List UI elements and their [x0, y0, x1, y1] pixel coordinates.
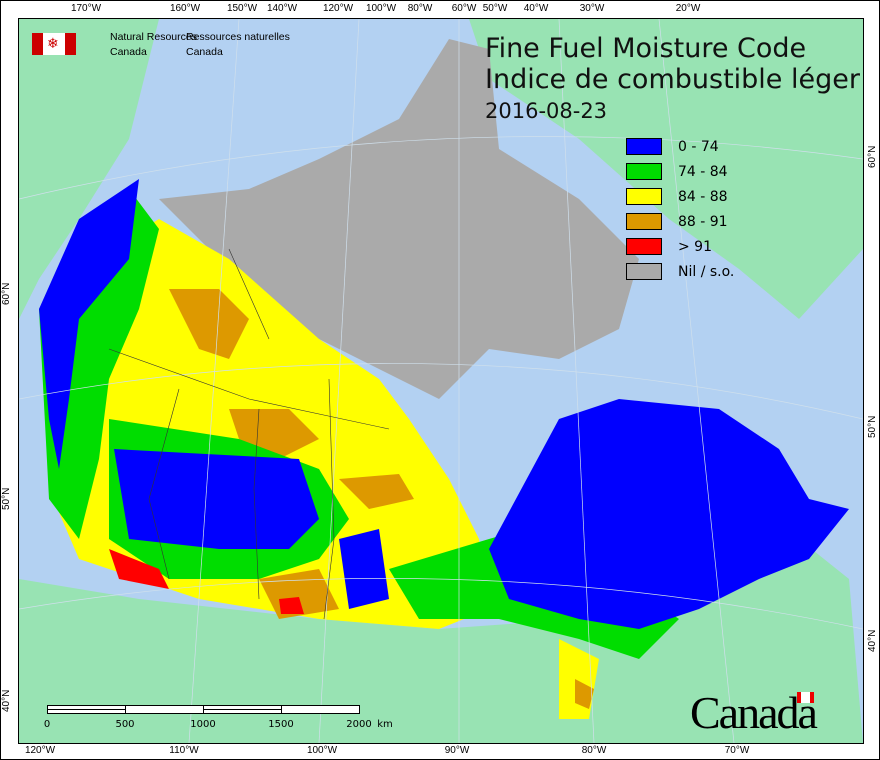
legend-item: 74 - 84 [626, 159, 734, 184]
legend-label: 74 - 84 [678, 163, 728, 180]
province-borders [108, 248, 390, 620]
legend-item: > 91 [626, 234, 734, 259]
lon-tick: 40°W [523, 3, 549, 14]
legend-swatch [626, 138, 662, 155]
lon-tick: 100°W [365, 3, 397, 14]
title-fr: Indice de combustible léger [485, 64, 860, 95]
legend-label: 84 - 88 [678, 188, 728, 205]
legend-item: 88 - 91 [626, 209, 734, 234]
legend-item: Nil / s.o. [626, 259, 734, 284]
canada-flag-icon [796, 692, 814, 703]
canada-flag-icon: ❄ [32, 33, 76, 55]
legend-swatch [626, 263, 662, 280]
lon-tick: 50°W [482, 3, 508, 14]
lat-tick: 60°N [1, 282, 12, 305]
lon-tick: 150°W [226, 3, 258, 14]
legend-item: 84 - 88 [626, 184, 734, 209]
legend-swatch [626, 213, 662, 230]
lon-tick: 30°W [579, 3, 605, 14]
scale-label: 1000 [190, 719, 216, 730]
lon-tick: 70°W [724, 745, 750, 756]
lon-tick: 120°W [24, 745, 56, 756]
lat-tick: 60°N [867, 145, 878, 168]
org-fr-line2: Canada [186, 46, 223, 58]
org-en-line2: Canada [110, 46, 147, 58]
lat-tick: 50°N [867, 415, 878, 438]
land-background [19, 19, 863, 743]
lon-tick: 110°W [169, 745, 199, 756]
lat-tick: 50°N [1, 487, 12, 510]
lon-tick: 160°W [169, 3, 201, 14]
lon-tick: 60°W [451, 3, 477, 14]
legend: 0 - 74 74 - 84 84 - 88 88 - 91 > 91 Nil … [626, 134, 734, 284]
scale-label: 2000 [346, 719, 372, 730]
fire-danger-zones [39, 179, 849, 719]
org-fr-line1: Ressources naturelles [186, 31, 290, 43]
lat-tick: 40°N [1, 689, 12, 712]
lon-tick: 90°W [444, 745, 470, 756]
lon-tick: 100°W [306, 745, 338, 756]
lat-tick: 40°N [867, 629, 878, 652]
legend-label: 0 - 74 [678, 138, 719, 155]
title-en: Fine Fuel Moisture Code [485, 33, 807, 64]
lon-tick: 20°W [675, 3, 701, 14]
graticule [19, 19, 863, 743]
scale-label: 0 [43, 719, 51, 730]
legend-swatch [626, 163, 662, 180]
lon-tick: 80°W [407, 3, 433, 14]
lon-tick: 140°W [266, 3, 298, 14]
legend-item: 0 - 74 [626, 134, 734, 159]
legend-label: > 91 [678, 238, 712, 255]
legend-label: Nil / s.o. [678, 263, 735, 280]
lon-tick: 80°W [581, 745, 607, 756]
canada-wordmark: Canada [690, 687, 818, 738]
map-date: 2016-08-23 [485, 99, 608, 123]
scale-label: 500 [115, 719, 135, 730]
legend-swatch [626, 188, 662, 205]
legend-swatch [626, 238, 662, 255]
lon-tick: 170°W [70, 3, 102, 14]
org-en-line1: Natural Resources [110, 31, 197, 43]
legend-label: 88 - 91 [678, 213, 728, 230]
map-title: Fine Fuel Moisture Code Indice de combus… [485, 33, 860, 127]
map-canvas [18, 18, 864, 744]
lon-tick: 120°W [322, 3, 354, 14]
map-drawing [19, 19, 863, 743]
scale-label: 1500 [268, 719, 294, 730]
scale-unit: km [377, 719, 393, 730]
